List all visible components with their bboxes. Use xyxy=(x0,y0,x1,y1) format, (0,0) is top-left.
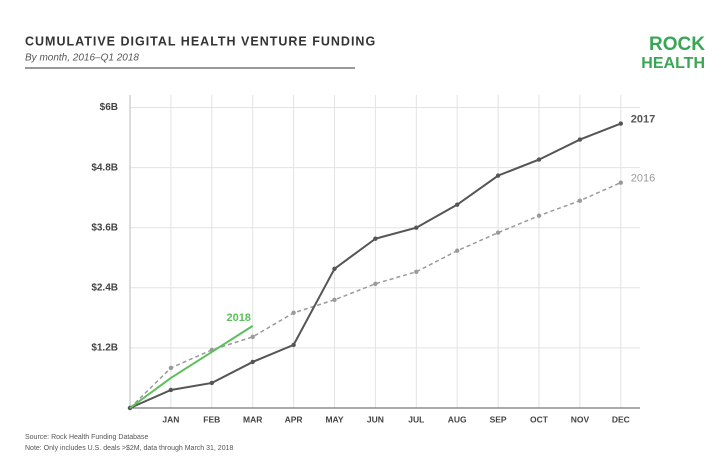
x-tick-label: JUN xyxy=(367,414,384,424)
point xyxy=(373,236,378,241)
point xyxy=(495,173,501,178)
logo-top: ROCK xyxy=(649,34,705,55)
point xyxy=(495,230,501,235)
point xyxy=(373,281,378,287)
x-tick-label: NOV xyxy=(571,414,590,424)
point xyxy=(332,266,337,271)
point xyxy=(618,121,623,126)
x-tick-label: OCT xyxy=(530,414,549,424)
point xyxy=(414,225,419,230)
point xyxy=(455,202,460,207)
chart-subtitle: By month, 2016–Q1 2018 xyxy=(25,53,139,64)
x-tick-label: SEP xyxy=(490,414,507,424)
series-line xyxy=(129,325,254,409)
note: Note: Only includes U.S. deals >$2M, dat… xyxy=(25,445,233,452)
point xyxy=(618,180,623,185)
point xyxy=(168,365,174,371)
point xyxy=(536,213,542,218)
y-tick-label: $1.2B xyxy=(91,343,118,354)
logo-bottom: HEALTH xyxy=(641,55,705,72)
x-tick-label: AUG xyxy=(448,414,467,424)
point xyxy=(332,297,337,303)
x-tick-label: JAN xyxy=(162,414,179,424)
point xyxy=(250,334,255,340)
x-tick-label: DEC xyxy=(612,414,630,424)
point xyxy=(250,359,255,365)
x-tick-label: FEB xyxy=(203,414,220,424)
point xyxy=(291,342,296,348)
point xyxy=(577,137,583,142)
x-tick-label: APR xyxy=(285,414,303,424)
x-tick-label: MAY xyxy=(325,414,343,424)
x-tick-label: MAR xyxy=(243,414,262,424)
point xyxy=(577,198,583,203)
source: Source: Rock Health Funding Database xyxy=(25,434,148,441)
chart-title: CUMULATIVE DIGITAL HEALTH VENTURE FUNDIN… xyxy=(25,34,376,48)
point xyxy=(414,269,419,274)
point xyxy=(455,248,460,253)
y-tick-label: $4.8B xyxy=(91,162,118,173)
point xyxy=(536,157,542,162)
point xyxy=(209,380,214,386)
x-tick-label: JUL xyxy=(408,414,424,424)
y-tick-label: $3.6B xyxy=(91,222,118,233)
y-tick-label: $2.4B xyxy=(91,282,118,293)
point xyxy=(168,387,174,393)
series-label: 2018 xyxy=(226,312,250,324)
y-tick-label: $6B xyxy=(100,102,118,113)
point xyxy=(291,310,296,316)
series-label: 2016 xyxy=(631,173,655,185)
series-label: 2017 xyxy=(631,113,655,125)
